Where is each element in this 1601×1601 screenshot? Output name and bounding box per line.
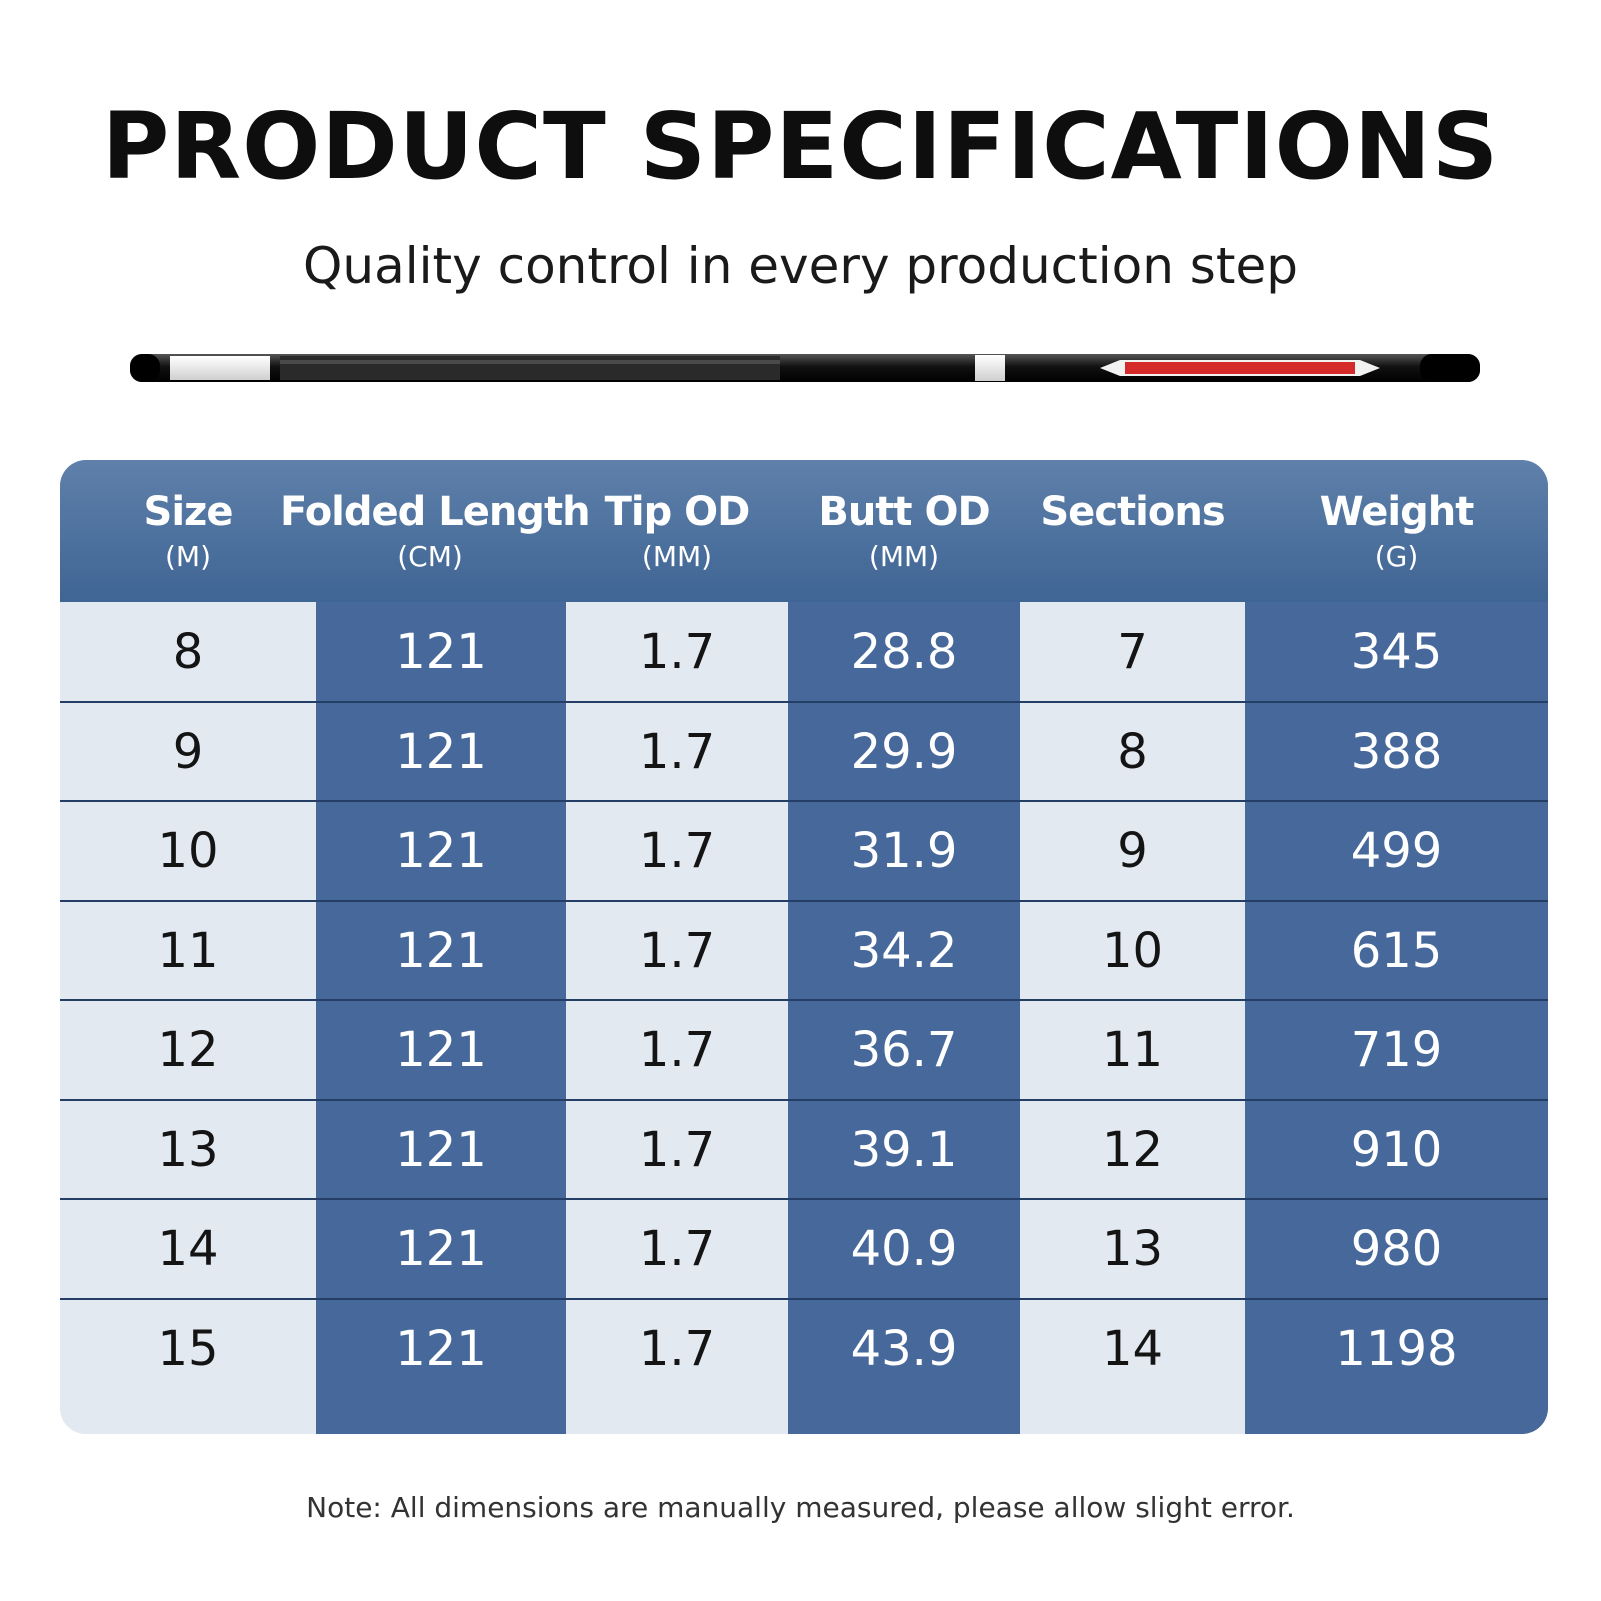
table-cell: 14 [1101,1320,1164,1377]
table-cell: 28.8 [850,624,958,680]
table-cell: 8 [172,624,204,680]
table-cell: 121 [395,624,487,680]
header-label: Folded Length [280,489,591,535]
table-cell: 15 [157,1320,219,1377]
table-cell: 34.2 [850,922,958,979]
table-cell: 10 [157,823,219,879]
header-unit: (MM) [868,540,940,573]
row-divider [60,899,1548,902]
header-unit: (CM) [397,540,463,573]
column-bg-sections [1020,602,1245,1434]
row-divider [60,999,1548,1001]
column-bg-tip-od [566,602,788,1434]
table-cell: 12 [1101,1121,1164,1178]
header-weight: Weight (G) [1245,460,1548,602]
header-folded-length: Folded Length (CM) [280,460,591,602]
table-cell: 615 [1350,922,1443,979]
table-cell: 1.7 [638,723,716,780]
table-cell: 12 [157,1022,219,1078]
table-cell: 40.9 [850,1221,958,1277]
table-cell: 1.7 [638,624,716,680]
table-cell: 14 [157,1221,219,1277]
column-bg-butt-od [788,602,1020,1434]
table-cell: 13 [157,1121,219,1178]
table-cell: 1.7 [638,922,716,979]
table-cell: 9 [1117,823,1148,879]
table-cell: 7 [1117,624,1148,680]
table-cell: 1.7 [638,1121,716,1178]
table-cell: 910 [1350,1121,1443,1178]
header-unit: (G) [1374,540,1419,573]
row-divider [60,1098,1548,1101]
table-cell: 1.7 [638,1320,716,1377]
table-cell: 1.7 [638,1022,716,1078]
header-tip-od: Tip OD (MM) [566,460,788,602]
header-label: Weight [1319,489,1475,535]
table-cell: 121 [395,823,487,879]
fishing-rod-image [130,354,1480,382]
table-cell: 10 [1101,922,1164,979]
table-cell: 43.9 [850,1320,958,1377]
page-title: PRODUCT SPECIFICATIONS [101,93,1500,200]
row-divider [60,1297,1548,1300]
table-cell: 719 [1350,1022,1443,1078]
table-cell: 345 [1350,624,1443,680]
table-cell: 31.9 [850,823,958,879]
measurement-note: Note: All dimensions are manually measur… [306,1491,1295,1524]
page-subtitle: Quality control in every production step [303,237,1298,295]
table-cell: 11 [1101,1022,1164,1078]
column-bg-weight [1245,602,1548,1434]
header-sections: Sections [1020,460,1245,602]
table-header: Size (M) Folded Length (CM) Tip OD (MM) … [60,460,1548,602]
row-divider [60,800,1548,802]
table-cell: 121 [395,1022,487,1078]
table-cell: 1.7 [638,1221,716,1277]
header-label: Butt OD [818,489,990,535]
table-cell: 121 [395,723,487,780]
table-cell: 121 [395,1221,487,1277]
table-cell: 8 [1117,723,1148,780]
column-bg-size [60,602,316,1434]
header-unit: (M) [164,540,211,573]
table-cell: 1.7 [638,823,716,879]
table-cell: 36.7 [850,1022,958,1078]
table-cell: 121 [395,1320,487,1377]
row-divider [60,700,1548,703]
header-label: Size [143,489,234,535]
header-label: Sections [1040,489,1225,535]
header-butt-od: Butt OD (MM) [788,460,1020,602]
header-label: Tip OD [604,489,751,535]
spec-table: Size (M) Folded Length (CM) Tip OD (MM) … [60,460,1548,1434]
table-cell: 980 [1350,1221,1443,1277]
table-cell: 121 [395,922,487,979]
column-bg-folded-length [316,602,566,1434]
table-cell: 499 [1350,823,1443,879]
table-cell: 121 [395,1121,487,1178]
header-size: Size (M) [60,460,316,602]
row-divider [60,1198,1548,1200]
table-cell: 39.1 [850,1121,958,1178]
table-cell: 1198 [1335,1320,1458,1377]
table-cell: 13 [1101,1221,1164,1277]
header-unit: (MM) [641,540,713,573]
table-cell: 11 [157,922,219,979]
table-cell: 388 [1350,723,1443,780]
table-cell: 9 [172,723,204,780]
table-cell: 29.9 [850,723,958,780]
